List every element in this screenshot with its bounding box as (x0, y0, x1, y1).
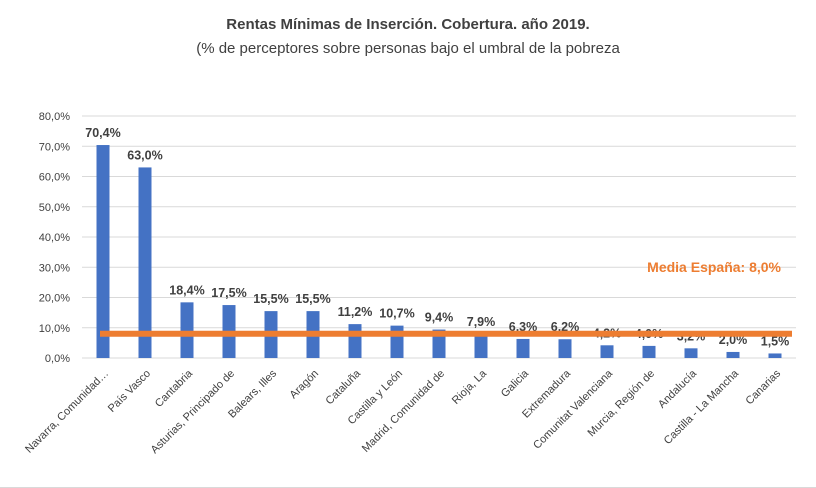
category-label: Castilla - La Mancha (662, 367, 742, 447)
data-label: 15,5% (295, 292, 330, 306)
data-label: 18,4% (169, 283, 204, 297)
bar (348, 324, 362, 358)
bars (96, 145, 782, 358)
bar (600, 345, 614, 358)
category-label: Canarias (744, 367, 784, 407)
chart-subtitle: (% de perceptores sobre personas bajo el… (196, 40, 620, 57)
category-label: Aragón (288, 368, 322, 402)
y-tick-label: 80,0% (39, 111, 70, 123)
bar (138, 167, 152, 358)
x-axis-category-labels: Navarra, Comunidad…País Vasco CantabriaAs… (23, 367, 783, 456)
category-label: País Vasco (106, 368, 153, 415)
y-tick-label: 30,0% (39, 262, 70, 274)
y-tick-label: 20,0% (39, 293, 70, 305)
bar (474, 334, 488, 358)
category-label: Asturias, Principado de (149, 368, 237, 456)
bar (726, 351, 740, 358)
data-label: 10,7% (379, 307, 414, 321)
data-label: 6,2% (551, 320, 580, 334)
bar (180, 302, 194, 358)
category-label: Madrid, Comunidad de (360, 368, 447, 455)
bar (642, 345, 656, 358)
gridlines (82, 115, 796, 359)
reference-line-group: Media España: 8,0% (100, 259, 792, 337)
y-axis-tick-labels: 0,0% 10,0% 20,0% 30,0% 40,0% 50,0% 60,0% 70,0% 8… (39, 111, 70, 365)
y-tick-label: 60,0% (39, 172, 70, 184)
data-label: 7,9% (467, 315, 496, 329)
y-tick-label: 40,0% (39, 232, 70, 244)
y-tick-label: 10,0% (39, 323, 70, 335)
data-label: 63,0% (127, 148, 162, 162)
data-labels: 70,4% 63,0% 18,4% 17,5% 15,5% 15,5% 11,2% 10,7%… (85, 126, 789, 348)
category-label: Comunitat Valenciana (531, 367, 616, 452)
category-label: Cantabria (153, 367, 196, 410)
category-label: Navarra, Comunidad… (23, 368, 111, 456)
category-label: Rioja, La (450, 367, 490, 407)
data-label: 6,3% (509, 320, 538, 334)
reference-line-label: Media España: 8,0% (647, 259, 781, 275)
bar (516, 338, 530, 358)
bar (96, 145, 110, 358)
data-label: 70,4% (85, 126, 120, 140)
y-tick-label: 70,0% (39, 141, 70, 153)
bar (558, 339, 572, 358)
data-label: 9,4% (425, 311, 454, 325)
chart-title: Rentas Mínimas de Inserción. Cobertura. … (226, 16, 590, 33)
category-label: Galicia (499, 367, 532, 400)
bar (768, 353, 782, 358)
y-tick-label: 50,0% (39, 202, 70, 214)
data-label: 15,5% (253, 292, 288, 306)
category-label: Cataluña (323, 367, 363, 407)
bar (684, 348, 698, 358)
data-label: 1,5% (761, 334, 790, 348)
data-label: 11,2% (338, 305, 373, 319)
bar (390, 325, 404, 358)
data-label: 17,5% (211, 286, 246, 300)
y-tick-label: 0,0% (45, 353, 70, 365)
category-label: Andalucía (656, 367, 700, 411)
